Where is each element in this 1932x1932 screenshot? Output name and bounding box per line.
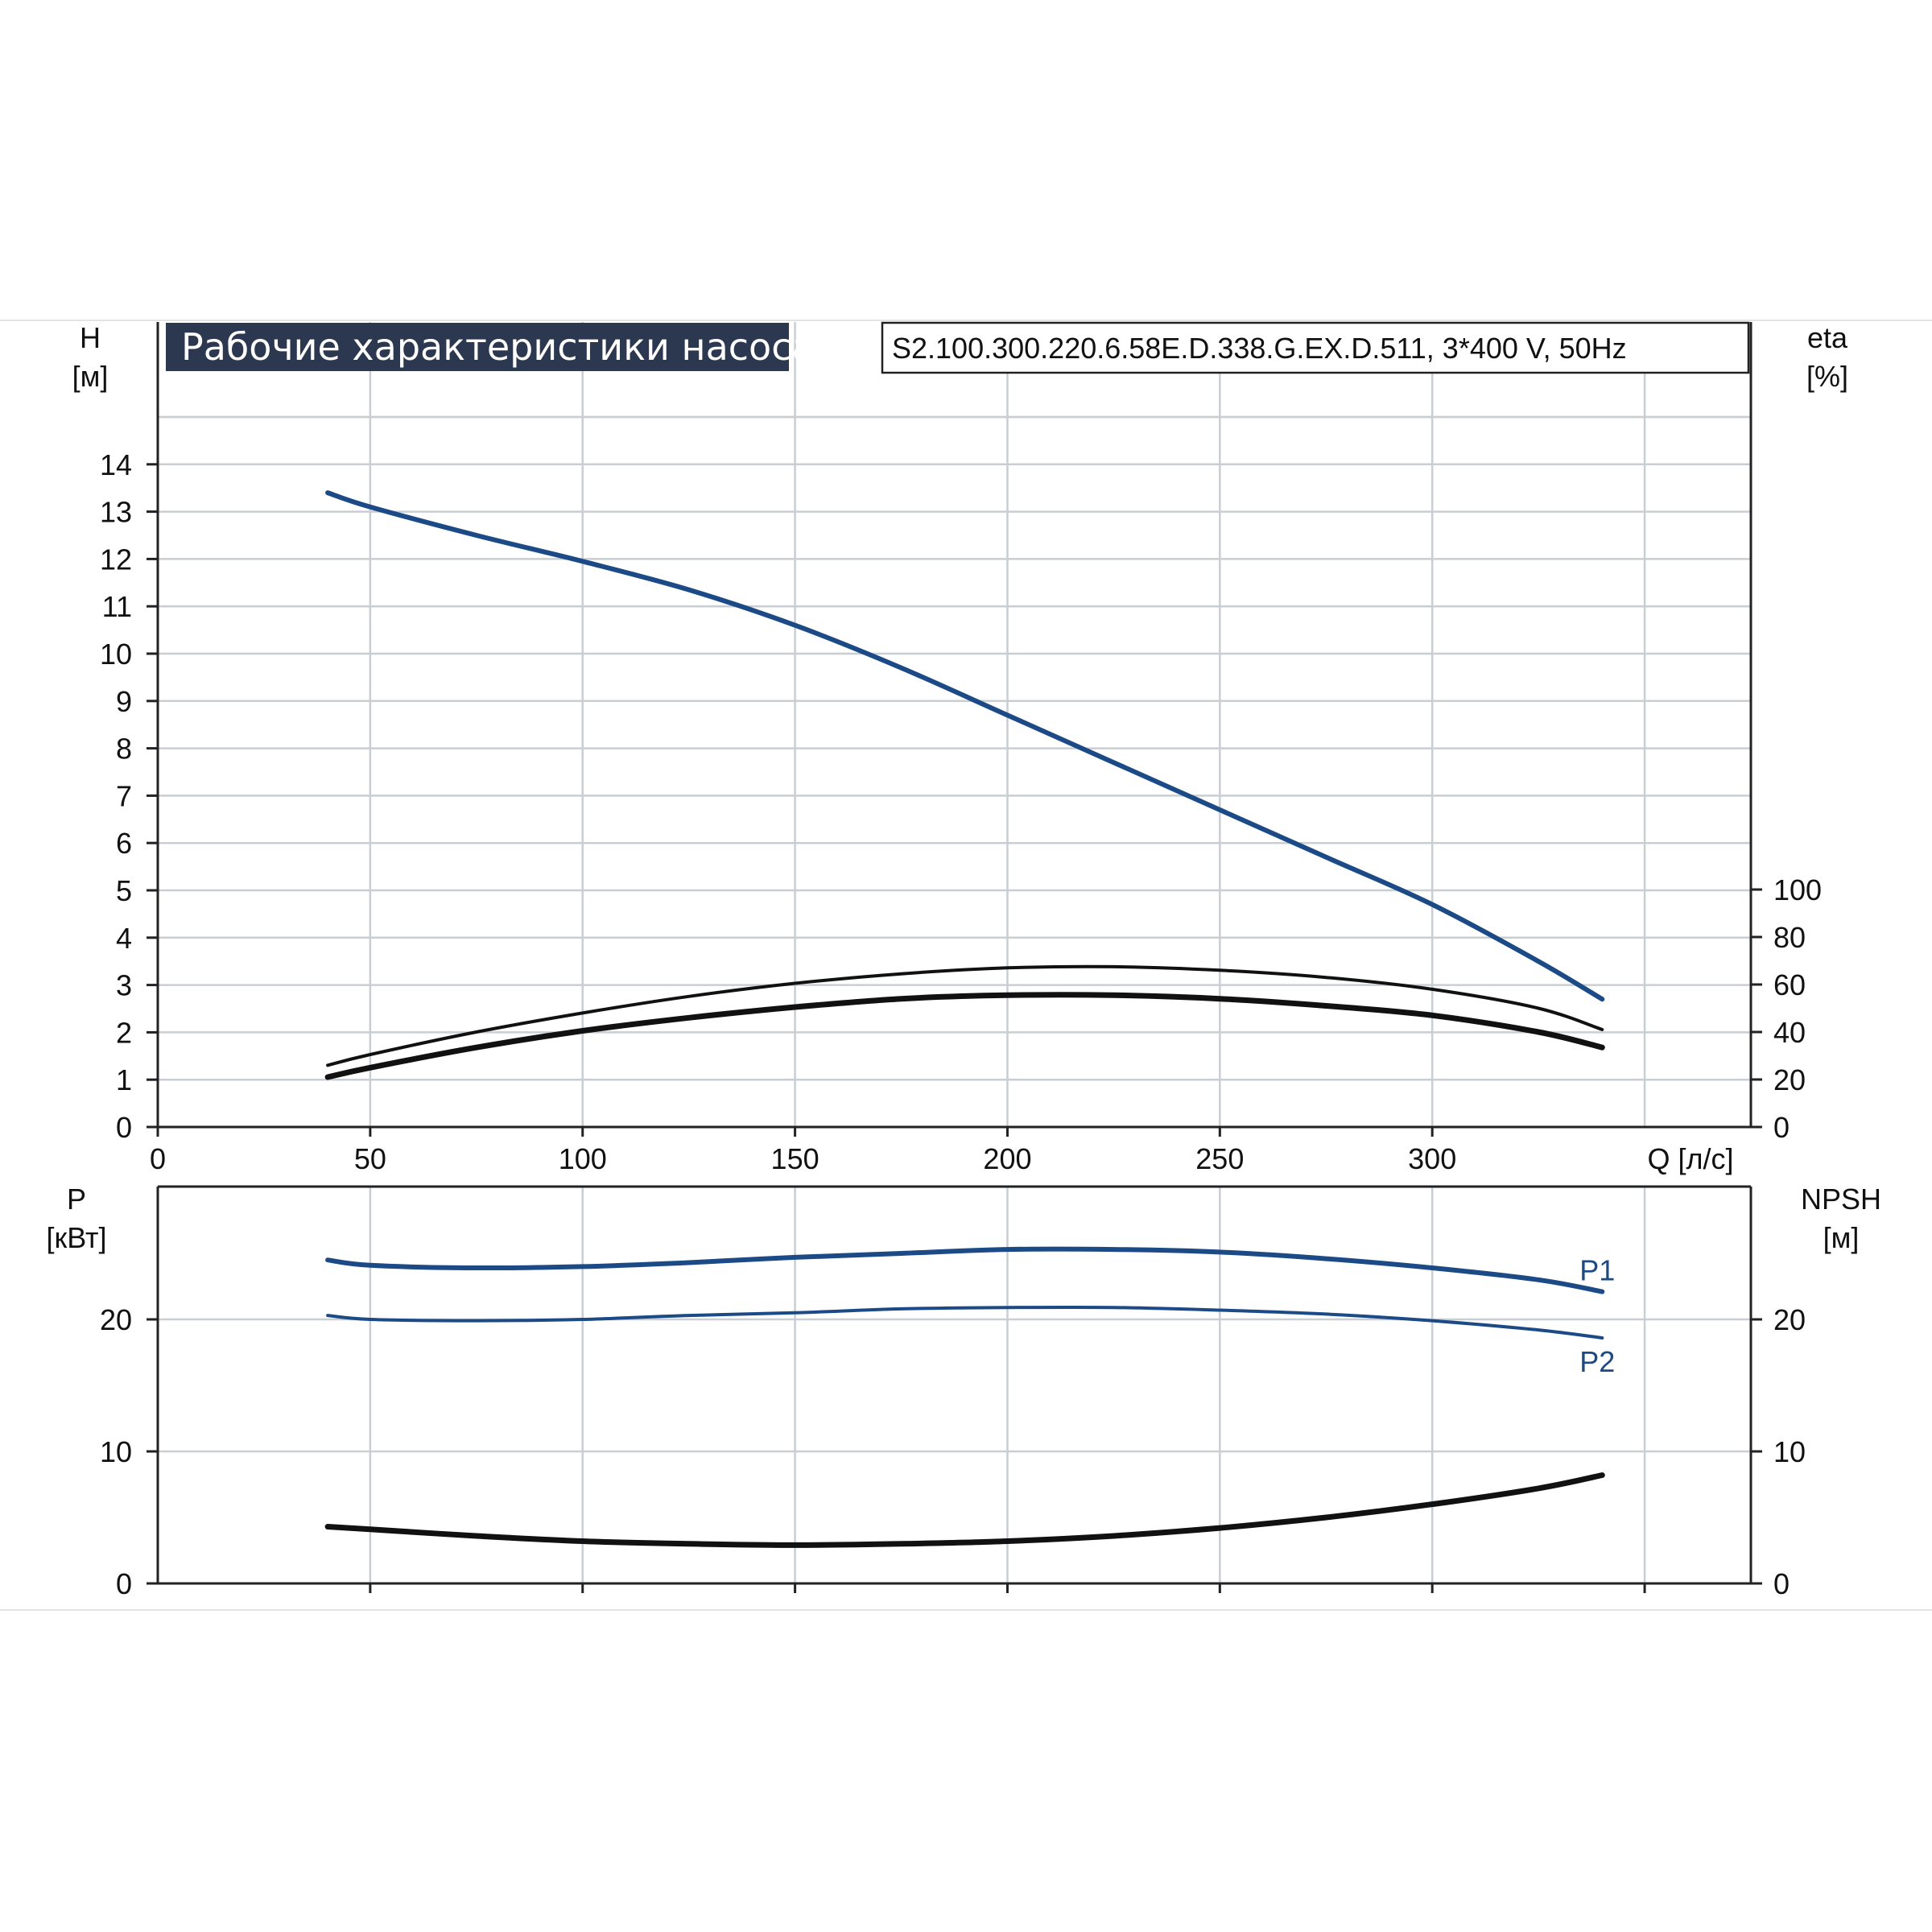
npsh-tick-label: 10: [1773, 1435, 1806, 1468]
flow-tick-label: 250: [1195, 1142, 1244, 1175]
efficiency-tick-label: 0: [1773, 1111, 1790, 1144]
npsh-tick-label: 20: [1773, 1303, 1806, 1336]
efficiency-tick-label: 80: [1773, 921, 1806, 954]
bottom-plot-series: P1 P2: [324, 1246, 1615, 1548]
p1-label: P1: [1579, 1254, 1615, 1287]
head-tick-label: 8: [116, 733, 132, 766]
head-tick-label: 10: [100, 638, 132, 671]
head-tick-label: 6: [116, 827, 132, 860]
power-axis-label: P: [67, 1183, 86, 1216]
bottom-plot-axes: [147, 1185, 1762, 1585]
p2-curve: [326, 1305, 1604, 1340]
flow-axis-label: Q [л/с]: [1647, 1142, 1733, 1175]
head-tick-label: 7: [116, 779, 132, 812]
chart-title: Рабочие характеристики насоса: [181, 325, 815, 369]
head-tick-label: 2: [116, 1016, 132, 1049]
head-tick-label: 13: [100, 496, 132, 529]
power-tick-label: 20: [100, 1303, 132, 1336]
power-tick-label: 10: [100, 1435, 132, 1468]
npsh-curve: [324, 1472, 1605, 1548]
model-label: S2.100.300.220.6.58E.D.338.G.EX.D.511, 3…: [892, 332, 1627, 365]
top-plot-series: [324, 490, 1605, 1080]
head-tick-label: 4: [116, 922, 132, 955]
top-plot-axes: [147, 322, 1762, 1129]
flow-tick-label: 300: [1408, 1142, 1456, 1175]
npsh-axis-label: NPSH: [1801, 1183, 1881, 1216]
flow-tick-label: 200: [983, 1142, 1031, 1175]
head-axis-label: H: [80, 321, 101, 354]
model-box: [881, 321, 1750, 374]
top-plot-grid: [158, 322, 1751, 1129]
npsh-axis-unit: [м]: [1823, 1221, 1860, 1254]
flow-tick-label: 0: [150, 1142, 166, 1175]
head-tick-label: 11: [102, 590, 132, 623]
bottom-plot-grid: [158, 1187, 1751, 1583]
head-tick-label: 1: [116, 1063, 132, 1096]
flow-tick-label: 150: [771, 1142, 819, 1175]
p2-label: P2: [1579, 1345, 1615, 1378]
p1-curve: [325, 1246, 1605, 1294]
power-tick-label: 0: [116, 1567, 132, 1600]
efficiency-axis-label: eta: [1807, 321, 1848, 354]
power-axis-unit: [кВт]: [46, 1221, 106, 1254]
head-tick-label: 5: [116, 874, 132, 907]
head-tick-label: 0: [116, 1111, 132, 1144]
head-tick-label: 3: [116, 969, 132, 1002]
eta-upper-curve: [326, 964, 1604, 1067]
eta-lower-curve: [324, 992, 1605, 1080]
efficiency-axis-unit: [%]: [1806, 360, 1848, 393]
head-axis-unit: [м]: [72, 360, 109, 393]
flow-tick-label: 50: [354, 1142, 386, 1175]
bottom-plot-ticks: 0 10 20 0 10 20: [100, 1303, 1806, 1600]
chart-title-box: [166, 323, 789, 371]
efficiency-tick-label: 40: [1773, 1016, 1806, 1049]
head-tick-label: 14: [100, 448, 132, 481]
flow-tick-label: 100: [559, 1142, 607, 1175]
efficiency-tick-label: 60: [1773, 968, 1806, 1001]
head-curve: [325, 490, 1605, 1002]
head-tick-label: 12: [100, 543, 132, 576]
head-tick-label: 9: [116, 685, 132, 718]
efficiency-tick-label: 100: [1773, 873, 1822, 906]
npsh-tick-label: 0: [1773, 1567, 1790, 1600]
efficiency-tick-label: 20: [1773, 1063, 1806, 1096]
